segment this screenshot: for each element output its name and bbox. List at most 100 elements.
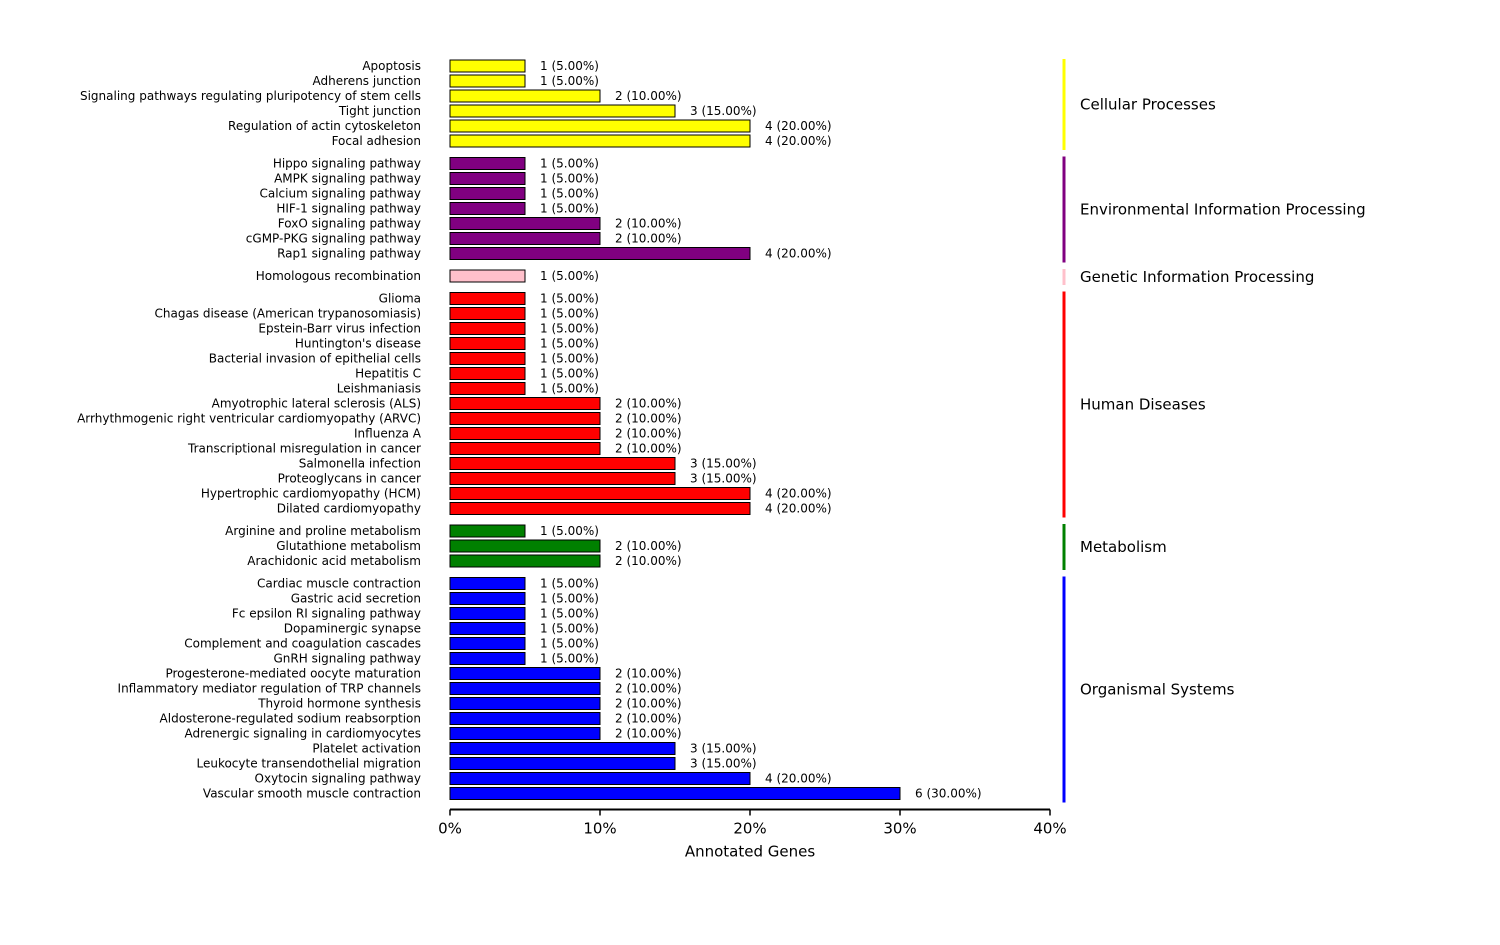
category-label: AMPK signaling pathway <box>274 172 421 186</box>
bar <box>449 457 676 470</box>
bar-value-label: 2 (10.00%) <box>615 412 682 426</box>
bar-value-label: 2 (10.00%) <box>615 217 682 231</box>
category-label: Cardiac muscle contraction <box>257 577 421 591</box>
bar-value-label: 1 (5.00%) <box>540 307 599 321</box>
bar <box>449 89 601 103</box>
bar <box>449 247 751 260</box>
bar <box>449 232 601 245</box>
group-label: Metabolism <box>1080 538 1167 556</box>
group-label: Human Diseases <box>1080 396 1206 414</box>
bar <box>449 772 751 785</box>
bar <box>449 487 751 500</box>
category-label: Vascular smooth muscle contraction <box>203 787 421 801</box>
bar-value-label: 1 (5.00%) <box>540 367 599 381</box>
x-tick-label: 30% <box>883 820 916 838</box>
bar-value-label: 3 (15.00%) <box>690 457 757 471</box>
bar <box>449 622 526 635</box>
bar-value-label: 2 (10.00%) <box>615 427 682 441</box>
bar-value-label: 2 (10.00%) <box>615 232 682 246</box>
category-label: Platelet activation <box>312 742 421 756</box>
bar <box>449 539 601 553</box>
bar <box>449 682 601 695</box>
bar-value-label: 2 (10.00%) <box>615 712 682 726</box>
x-tick-label: 40% <box>1033 820 1066 838</box>
bar <box>449 697 601 710</box>
group-label: Organismal Systems <box>1080 681 1235 699</box>
labels-layer: Apoptosis 1 (5.00%) Adherens junction 1 (5.… <box>77 59 981 801</box>
bar <box>449 667 601 680</box>
bar <box>449 427 601 440</box>
category-label: Bacterial invasion of epithelial cells <box>209 352 421 366</box>
bar-value-label: 1 (5.00%) <box>540 622 599 636</box>
bar <box>449 322 526 335</box>
bar-value-label: 4 (20.00%) <box>765 502 832 516</box>
bar <box>449 217 601 230</box>
bar-value-label: 2 (10.00%) <box>615 682 682 696</box>
bar-value-label: 1 (5.00%) <box>540 172 599 186</box>
bar <box>449 337 526 350</box>
bar-value-label: 1 (5.00%) <box>540 202 599 216</box>
category-label: Gastric acid secretion <box>291 592 421 606</box>
bar-value-label: 2 (10.00%) <box>615 554 682 568</box>
bar-value-label: 1 (5.00%) <box>540 322 599 336</box>
bar-value-label: 1 (5.00%) <box>540 592 599 606</box>
bar <box>449 352 526 365</box>
category-label: Tight junction <box>338 104 421 118</box>
bar <box>449 172 526 185</box>
bar-value-label: 1 (5.00%) <box>540 637 599 651</box>
bar <box>449 652 526 665</box>
bar <box>449 472 676 485</box>
bar-value-label: 3 (15.00%) <box>690 742 757 756</box>
category-label: Hippo signaling pathway <box>273 157 421 171</box>
bar <box>449 367 526 380</box>
bar-value-label: 3 (15.00%) <box>690 757 757 771</box>
bar <box>449 727 601 740</box>
bar <box>449 307 526 320</box>
group-label: Genetic Information Processing <box>1080 268 1314 286</box>
category-label: Homologous recombination <box>256 269 421 283</box>
bar <box>449 292 526 305</box>
category-label: Focal adhesion <box>332 134 421 148</box>
bar-value-label: 1 (5.00%) <box>540 59 599 73</box>
bar-value-label: 2 (10.00%) <box>615 697 682 711</box>
category-label: Epstein-Barr virus infection <box>258 322 421 336</box>
bar-value-label: 2 (10.00%) <box>615 442 682 456</box>
bar <box>449 592 526 605</box>
category-label: Arachidonic acid metabolism <box>247 554 421 568</box>
group-label: Cellular Processes <box>1080 96 1216 114</box>
bar <box>449 157 526 170</box>
bar <box>449 104 676 118</box>
category-label: Influenza A <box>354 427 422 441</box>
bar <box>449 712 601 725</box>
bar-value-label: 1 (5.00%) <box>540 524 599 538</box>
category-label: Leishmaniasis <box>337 382 421 396</box>
bar-value-label: 1 (5.00%) <box>540 607 599 621</box>
category-label: Dopaminergic synapse <box>284 622 421 636</box>
bar-value-label: 1 (5.00%) <box>540 74 599 88</box>
bar-value-label: 1 (5.00%) <box>540 269 599 283</box>
category-label: Rap1 signaling pathway <box>277 247 421 261</box>
bar <box>449 502 751 515</box>
category-label: Transcriptional misregulation in cancer <box>187 442 421 456</box>
category-label: Hypertrophic cardiomyopathy (HCM) <box>201 487 421 501</box>
category-label: Inflammatory mediator regulation of TRP … <box>118 682 421 696</box>
bar <box>449 382 526 395</box>
bar-value-label: 1 (5.00%) <box>540 337 599 351</box>
category-label: Glioma <box>379 292 421 306</box>
category-label: Salmonella infection <box>299 457 421 471</box>
bar <box>449 134 751 148</box>
x-axis-title: Annotated Genes <box>685 843 816 861</box>
bar <box>449 637 526 650</box>
bar-value-label: 1 (5.00%) <box>540 292 599 306</box>
bar-value-label: 4 (20.00%) <box>765 119 832 133</box>
bar <box>449 74 526 88</box>
bar-value-label: 6 (30.00%) <box>915 787 982 801</box>
bar-value-label: 1 (5.00%) <box>540 352 599 366</box>
category-label: Thyroid hormone synthesis <box>257 697 421 711</box>
bar-value-label: 2 (10.00%) <box>615 667 682 681</box>
category-label: Arginine and proline metabolism <box>225 524 421 538</box>
bar <box>449 412 601 425</box>
bar-value-label: 2 (10.00%) <box>615 727 682 741</box>
bar-value-label: 4 (20.00%) <box>765 487 832 501</box>
